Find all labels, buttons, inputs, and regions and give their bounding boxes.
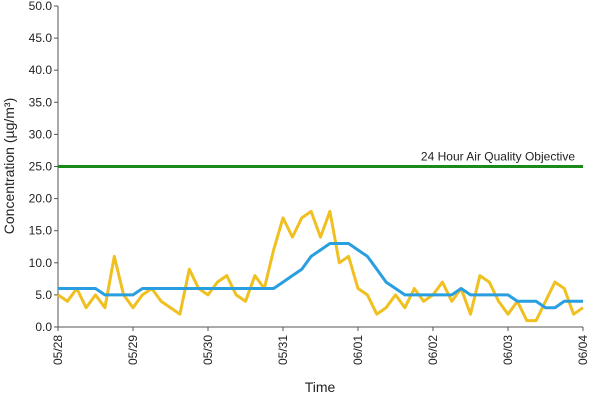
x-tick-label: 05/31 [276,335,290,365]
y-tick-label: 30.0 [29,127,53,141]
x-tick-label: 05/30 [201,335,215,365]
y-tick-label: 45.0 [29,31,53,45]
y-tick-label: 40.0 [29,63,53,77]
series-line [57,209,584,323]
y-tick-label: 35.0 [29,95,53,109]
x-tick-label: 06/04 [576,335,590,365]
y-tick-label: 10.0 [29,256,53,270]
y-tick-label: 25.0 [29,160,53,174]
x-tick-label: 05/29 [126,335,140,365]
y-tick-label: 20.0 [29,192,53,206]
y-tick-label: 15.0 [29,224,53,238]
x-tick-label: 06/03 [501,335,515,365]
series-line [58,242,583,310]
y-axis-title: Concentration (µg/m³) [1,98,17,234]
y-tick-label: 0.0 [35,320,52,334]
x-tick-label: 05/28 [51,335,65,365]
objective-label: 24 Hour Air Quality Objective [421,150,575,164]
x-axis-title: Time [305,379,336,395]
x-tick-label: 06/02 [426,335,440,365]
y-tick-label: 50.0 [29,0,53,13]
y-tick-label: 5.0 [35,288,52,302]
x-tick-label: 06/01 [351,335,365,365]
